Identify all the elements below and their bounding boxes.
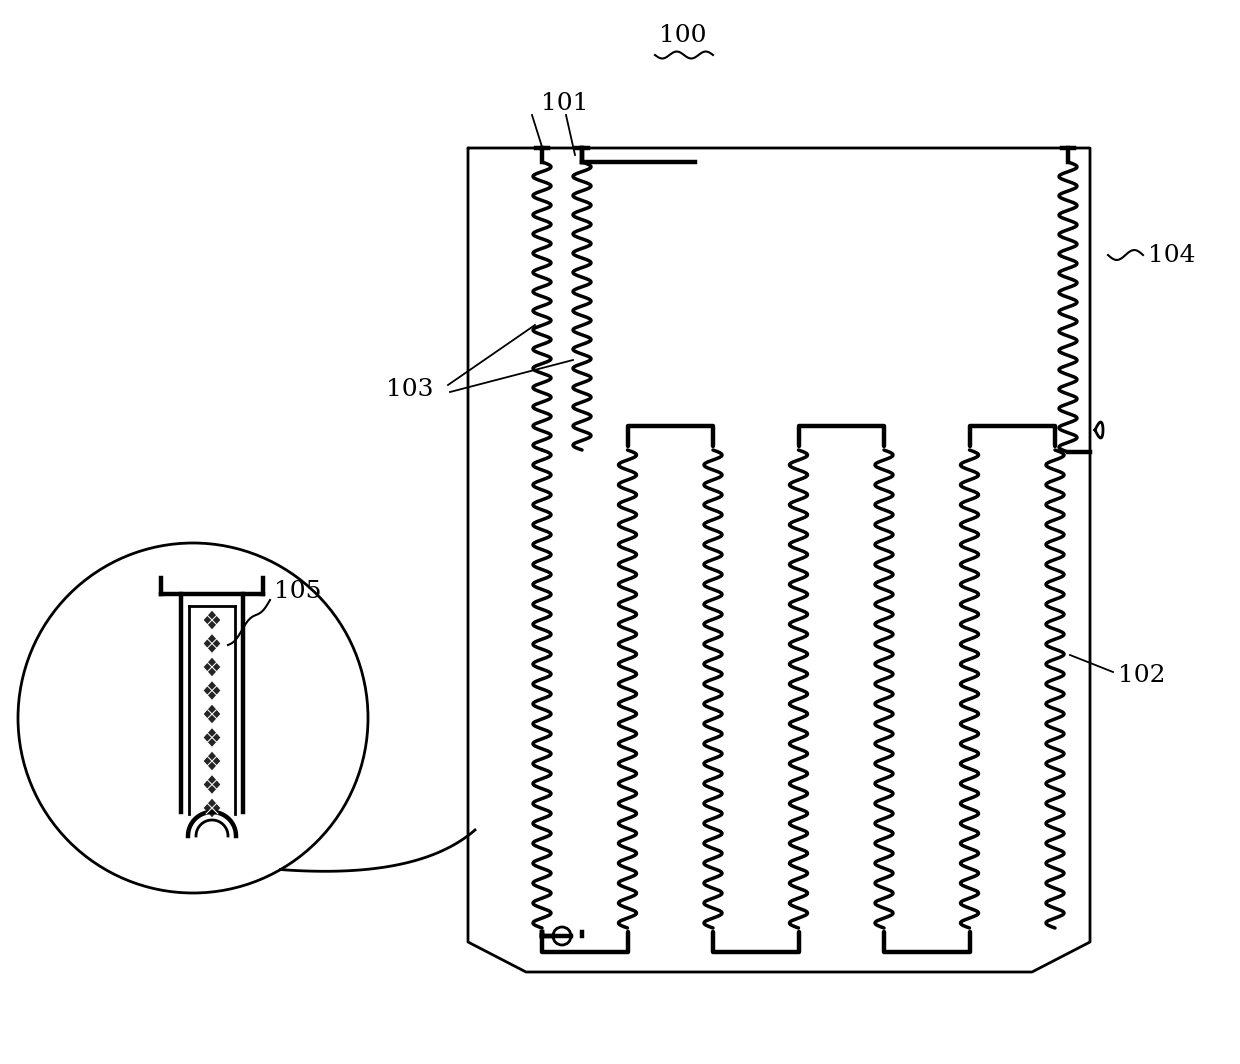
Text: 100: 100	[660, 24, 707, 48]
Text: 104: 104	[1148, 244, 1195, 266]
Polygon shape	[203, 633, 221, 653]
Polygon shape	[203, 610, 221, 630]
Polygon shape	[203, 798, 221, 818]
Text: 105: 105	[274, 581, 321, 603]
Text: 102: 102	[1118, 664, 1166, 686]
Polygon shape	[203, 656, 221, 677]
Polygon shape	[203, 681, 221, 700]
Polygon shape	[203, 704, 221, 724]
Circle shape	[553, 927, 570, 945]
Circle shape	[19, 543, 368, 893]
Polygon shape	[203, 728, 221, 748]
Polygon shape	[203, 775, 221, 795]
Polygon shape	[203, 751, 221, 771]
Text: 103: 103	[386, 379, 434, 401]
Text: 101: 101	[542, 93, 589, 116]
